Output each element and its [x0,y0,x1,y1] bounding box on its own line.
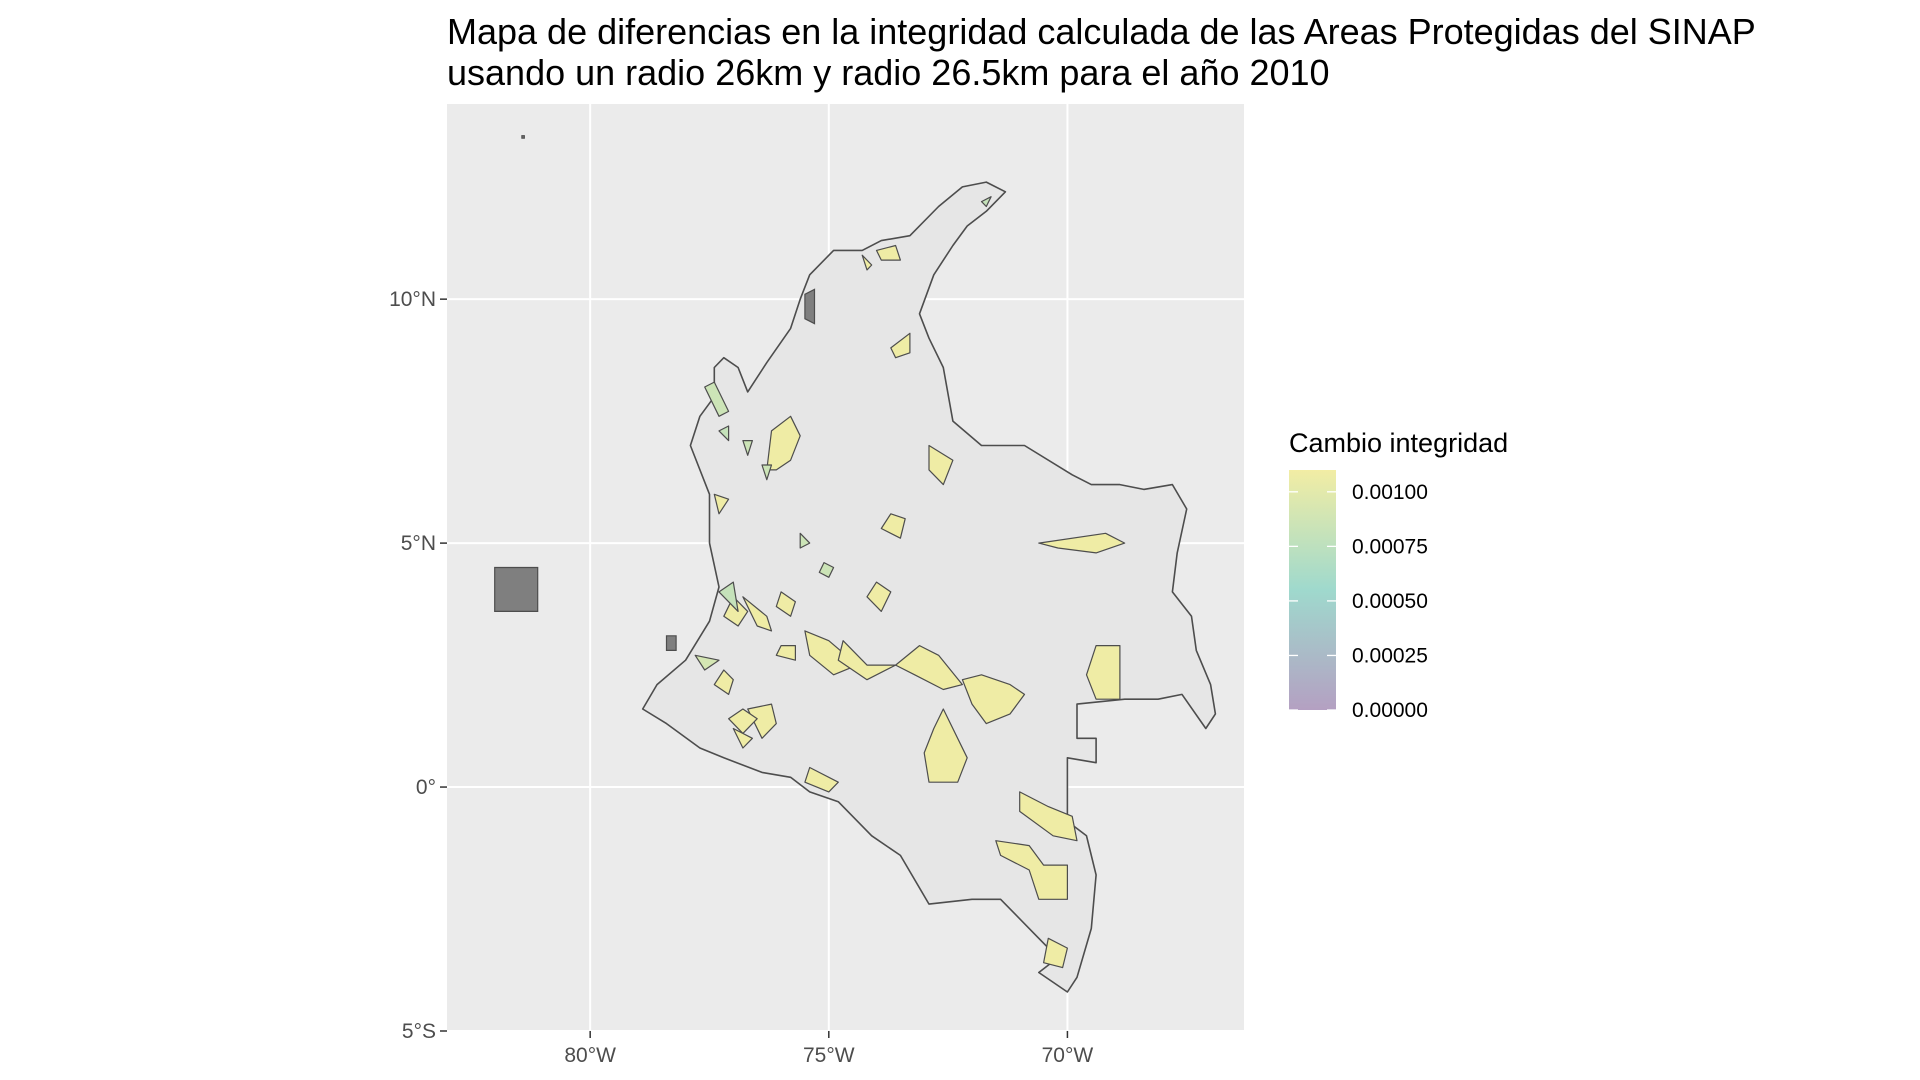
protected-area-no-data [804,288,816,325]
legend-break-label: 0.00075 [1352,535,1428,558]
protected-area [723,596,749,627]
legend: Cambio integridad 0.001000.000750.000500… [1289,428,1508,722]
protected-area [718,581,739,613]
legend-break-label: 0.00025 [1352,644,1428,667]
protected-area [818,561,835,578]
protected-area [799,532,811,549]
protected-area [1042,937,1069,969]
protected-area [704,381,730,417]
x-tick-label: 75°W [803,1044,855,1067]
protected-area [747,703,777,739]
colombia-outline [641,181,1217,993]
protected-area [742,440,754,456]
protected-area [837,640,897,681]
protected-area [742,596,773,632]
legend-breaks: 0.00100 0.00075 0.00050 0.00025 0.00000 [1289,481,1428,722]
protected-area [775,591,797,617]
protected-area [761,464,773,481]
protected-area-no-data [665,635,677,652]
y-tick-label: 5°N [401,532,436,555]
protected-area-no-data [521,135,525,139]
protected-area [961,674,1026,725]
legend-break-label: 0.00100 [1352,481,1428,504]
protected-area [1019,791,1078,842]
protected-area [923,708,968,783]
protected-area [775,644,797,661]
protected-area [980,196,992,208]
protected-area [766,415,801,471]
x-tick-label: 70°W [1042,1044,1094,1067]
legend-colorbar [1289,470,1336,710]
protected-area [713,669,734,696]
protected-area-no-data [494,566,539,613]
map-title-line-2: usando un radio 26km y radio 26.5km para… [447,52,1330,93]
protected-area [1085,644,1121,700]
protected-areas-layer [494,135,1126,969]
protected-area [694,654,720,671]
country-outline-layer [641,181,1217,993]
protected-area [890,332,911,359]
map-title-line-1: Mapa de diferencias en la integridad cal… [447,11,1756,52]
protected-area [804,766,839,793]
y-tick-label: 0° [416,776,436,799]
protected-area [880,513,906,539]
legend-break-label: 0.00050 [1352,590,1428,613]
protected-area [995,840,1069,900]
protected-area [1038,532,1126,554]
y-tick-label: 5°S [402,1020,436,1043]
legend-break-label: 0.00000 [1352,699,1428,722]
protected-area [732,727,754,749]
x-tick-label: 80°W [564,1044,616,1067]
y-tick-label: 10°N [389,288,436,311]
protected-area [861,254,873,271]
protected-area [713,493,730,515]
protected-area [866,581,892,613]
legend-title: Cambio integridad [1289,428,1508,458]
protected-area [928,444,954,486]
protected-area [875,244,902,261]
axes: 80°W 75°W 70°W 10°N 5°N 0° 5°S [389,288,1093,1067]
protected-area [718,425,730,442]
